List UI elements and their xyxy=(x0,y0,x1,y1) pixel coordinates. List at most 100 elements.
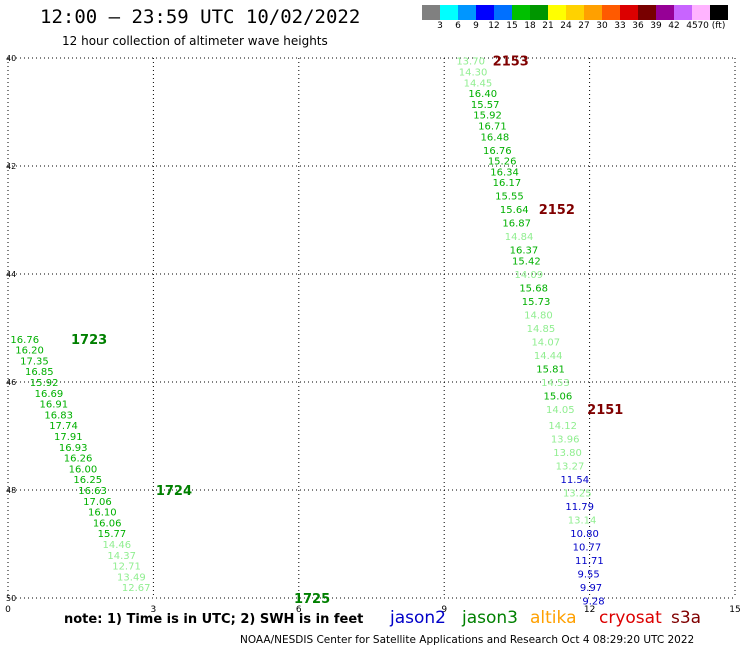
wave-height-point: 15.81 xyxy=(536,365,565,376)
wave-height-point: 15.06 xyxy=(544,392,573,403)
wave-height-point: 10.77 xyxy=(573,543,602,554)
wave-height-point: 14.07 xyxy=(531,338,560,349)
color-scale-box xyxy=(710,5,728,20)
wave-height-point: 16.06 xyxy=(93,518,122,529)
color-scale-label: 12 xyxy=(488,21,500,31)
y-tick-label: 40 xyxy=(6,54,16,63)
wave-height-point: 16.00 xyxy=(69,464,98,475)
wave-height-point: 15.42 xyxy=(512,257,541,268)
wave-height-point: 13.96 xyxy=(551,435,580,446)
wave-height-point: 15.57 xyxy=(471,100,500,111)
color-scale-label: 27 xyxy=(578,21,590,31)
pass-time-label: 1725 xyxy=(294,592,330,607)
color-scale-label: 21 xyxy=(542,21,554,31)
wave-height-point: 14.85 xyxy=(527,324,556,335)
page-subtitle: 12 hour collection of altimeter wave hei… xyxy=(62,34,328,48)
footer-credit: NOAA/NESDIS Center for Satellite Applica… xyxy=(240,634,695,646)
pass-time-label: 2151 xyxy=(587,403,623,418)
wave-height-point: 14.30 xyxy=(459,68,488,79)
color-scale-box xyxy=(620,5,638,20)
color-scale-box xyxy=(602,5,620,20)
wave-height-point: 16.87 xyxy=(502,219,531,230)
wave-height-point: 15.26 xyxy=(488,157,517,168)
wave-height-point: 15.77 xyxy=(98,529,127,540)
color-scale-label: 39 xyxy=(650,21,662,31)
color-scale-box xyxy=(476,5,494,20)
color-scale-label: 70 (ft) xyxy=(697,21,726,31)
wave-height-point: 10.80 xyxy=(570,529,599,540)
pass-time-label: 1724 xyxy=(156,484,192,499)
wave-height-point: 16.93 xyxy=(59,443,88,454)
color-scale-label: 36 xyxy=(632,21,644,31)
y-tick-label: 46 xyxy=(6,378,16,387)
wave-height-point: 16.85 xyxy=(25,367,54,378)
x-tick-label: 12 xyxy=(584,605,595,615)
wave-height-point: 16.71 xyxy=(478,122,507,133)
wave-height-point: 13.14 xyxy=(568,516,597,527)
legend-s3a: s3a xyxy=(671,608,702,628)
pass-time-label: 2153 xyxy=(493,55,529,70)
wave-height-point: 17.74 xyxy=(49,421,78,432)
wave-height-point: 12.71 xyxy=(112,562,141,573)
wave-height-point: 15.92 xyxy=(30,378,59,389)
wave-height-point: 14.12 xyxy=(548,421,577,432)
color-scale-box xyxy=(440,5,458,20)
wave-height-point: 14.44 xyxy=(534,351,563,362)
wave-height-point: 14.45 xyxy=(464,78,493,89)
color-scale-box xyxy=(692,5,710,20)
y-tick-label: 50 xyxy=(6,594,16,603)
wave-height-point: 14.37 xyxy=(107,551,136,562)
wave-height-point: 16.40 xyxy=(468,89,497,100)
y-tick-label: 42 xyxy=(6,162,16,171)
pass-time-label: 1723 xyxy=(71,333,107,348)
wave-height-point: 14.09 xyxy=(514,270,543,281)
wave-height-point: 16.26 xyxy=(64,454,93,465)
page-title: 12:00 – 23:59 UTC 10/02/2022 xyxy=(40,6,361,28)
wave-height-point: 16.48 xyxy=(481,132,510,143)
wave-height-point: 16.17 xyxy=(493,178,522,189)
color-scale-box xyxy=(530,5,548,20)
wave-height-point: 13.25 xyxy=(563,489,592,500)
wave-height-point: 15.68 xyxy=(519,284,548,295)
legend-jason2: jason2 xyxy=(390,608,446,628)
wave-height-point: 9.97 xyxy=(580,583,602,594)
pass-time-label: 2152 xyxy=(539,203,575,218)
color-scale-label: 33 xyxy=(614,21,626,31)
color-scale-label: 42 xyxy=(668,21,680,31)
x-tick-label: 9 xyxy=(441,605,447,615)
wave-height-point: 16.63 xyxy=(78,486,107,497)
wave-height-point: 14.05 xyxy=(546,405,575,416)
wave-height-point: 13.80 xyxy=(553,448,582,459)
color-scale-box xyxy=(656,5,674,20)
wave-height-point: 13.49 xyxy=(117,572,146,583)
x-tick-label: 15 xyxy=(729,605,740,615)
color-scale-bar xyxy=(422,5,728,20)
wave-height-point: 17.35 xyxy=(20,356,49,367)
color-scale-box xyxy=(674,5,692,20)
wave-height-point: 16.34 xyxy=(490,167,519,178)
wave-height-point: 16.10 xyxy=(88,508,117,519)
wave-height-point: 16.91 xyxy=(40,400,69,411)
x-tick-label: 0 xyxy=(5,605,11,615)
wave-height-point: 14.53 xyxy=(541,378,570,389)
y-tick-label: 48 xyxy=(6,486,16,495)
wave-height-point: 16.37 xyxy=(510,246,539,257)
legend-jason3: jason3 xyxy=(462,608,518,628)
color-scale-labels: 3 6 9 12 15 18 21 24 27 30 33 36 39 42 45 70 (ft) xyxy=(422,21,740,33)
x-tick-label: 3 xyxy=(151,605,157,615)
wave-height-point: 13.70 xyxy=(456,57,485,68)
wave-height-point: 14.84 xyxy=(505,232,534,243)
color-scale-label: 15 xyxy=(506,21,518,31)
color-scale-label: 3 xyxy=(437,21,443,31)
wave-height-point: 14.46 xyxy=(103,540,132,551)
wave-height-point: 11.79 xyxy=(565,502,594,513)
color-scale-label: 9 xyxy=(473,21,479,31)
color-scale-box xyxy=(422,5,440,20)
color-scale-label: 24 xyxy=(560,21,572,31)
wave-height-point: 16.20 xyxy=(15,346,44,357)
color-scale-label: 45 xyxy=(686,21,698,31)
wave-height-point: 16.25 xyxy=(73,475,102,486)
legend-altika: altika xyxy=(530,608,577,628)
color-scale-box xyxy=(584,5,602,20)
color-scale-box xyxy=(512,5,530,20)
